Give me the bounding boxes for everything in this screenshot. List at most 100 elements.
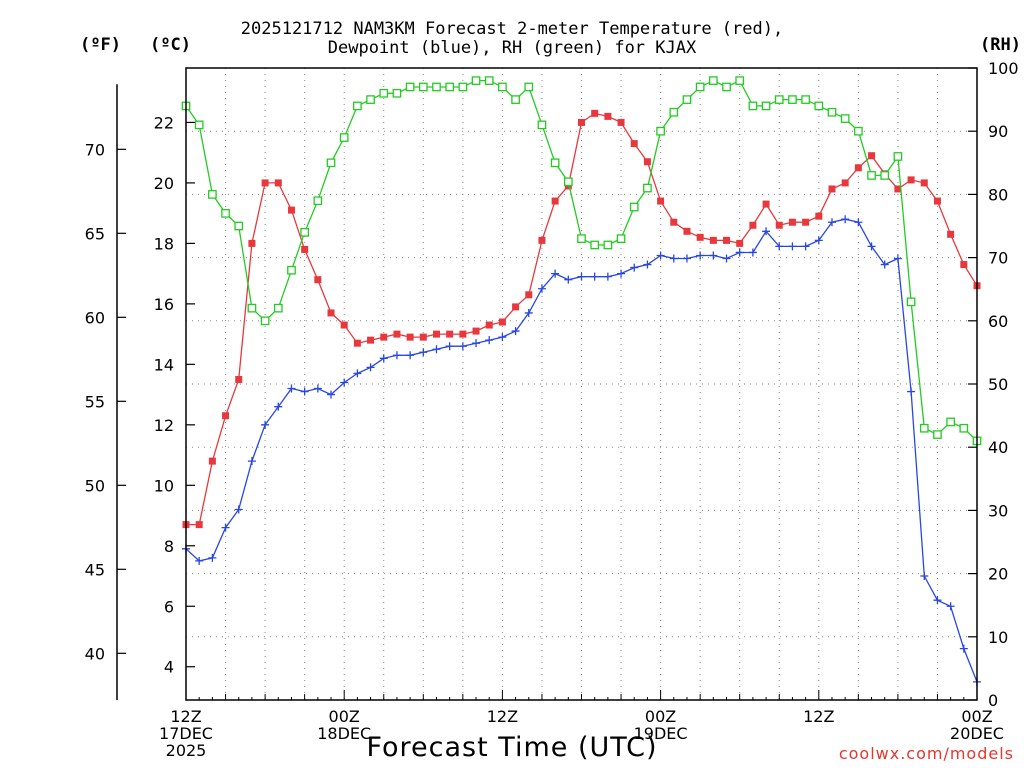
dewpoint-point [841,215,850,224]
dewpoint-point [775,242,784,251]
rh-point [260,316,270,326]
rh-point [511,95,520,104]
rh-point [287,265,296,275]
celsius-tick-label: 18 [154,234,174,253]
fahrenheit-tick-label: 60 [85,308,105,327]
dewpoint-point [564,275,573,284]
rh-point [273,303,283,313]
rh-point [946,417,955,427]
x-axis-title: Forecast Time (UTC) [366,732,658,763]
rh-point [735,76,745,85]
2-meter-temperature-point [578,118,585,126]
rh-point [524,82,534,92]
dewpoint-point [327,390,336,399]
dewpoint-point [300,387,309,396]
2-meter-temperature-point [854,164,862,172]
dewpoint-point [959,644,968,653]
dewpoint-point [340,378,349,387]
rh-point [366,95,375,104]
celsius-unit-label: (ºC) [150,35,191,55]
time-tick-label: 00Z [961,707,992,726]
rh-tick-label: 100 [988,59,1019,78]
2-meter-temperature-point [525,291,533,299]
fahrenheit-tick-label: 40 [85,644,105,663]
2-meter-temperature-point [498,318,506,326]
dewpoint-point [854,218,863,227]
rh-point [563,177,573,187]
2-meter-temperature-point [828,185,836,193]
dewpoint-point [551,269,560,278]
dewpoint-point [524,308,533,317]
fahrenheit-tick-label: 50 [85,476,105,495]
rh-point [418,82,428,92]
fahrenheit-tick-label: 65 [85,224,105,243]
dewpoint-point [261,420,270,429]
2-meter-temperature-point [419,333,427,341]
source-credit: coolwx.com/models [838,744,1014,763]
rh-point [590,240,600,250]
time-tick-label: 12Z [170,707,201,726]
dewpoint-point [208,553,217,562]
dewpoint-point [762,227,771,236]
time-tick-label: 20DEC [950,724,1004,743]
dewpoint-point [617,269,626,278]
rh-point [933,430,942,439]
rh-point [458,82,468,92]
dewpoint-point [247,457,256,466]
dewpoint-point [696,251,705,260]
2-meter-temperature-point [340,321,348,329]
rh-tick-label: 20 [988,565,1008,584]
2-meter-temperature-point [393,330,401,338]
2-meter-temperature-point [551,197,559,205]
2-meter-temperature-point [683,227,691,235]
rh-point [405,82,415,92]
2-meter-temperature-point [591,109,599,117]
2-meter-temperature-point [446,330,454,338]
dewpoint-point [590,272,599,281]
rh-point [643,183,652,193]
rh-point [880,171,890,180]
dewpoint-line [185,218,978,683]
2-meter-temperature-point [933,197,941,205]
rh-point [247,303,257,313]
2-meter-temperature-point [947,230,955,238]
rh-point [827,107,837,117]
rh-tick-label: 50 [988,375,1008,394]
2-meter-temperature-point [907,176,915,184]
rh-point [445,82,455,92]
2-meter-temperature-point [749,221,757,229]
dewpoint-point [445,342,454,351]
rh-point [484,76,494,85]
2-meter-temperature-point [327,309,335,317]
celsius-tick-label: 10 [154,476,174,495]
dewpoint-point [827,218,836,227]
2-meter-temperature-point [670,218,678,226]
rh-point [221,209,230,218]
dewpoint-point [274,402,283,411]
rh-point [339,133,349,142]
dewpoint-point [814,236,823,245]
celsius-tick-label: 6 [164,597,174,616]
rh-point [392,88,402,98]
rh-point [748,101,758,111]
rh-point [669,107,679,117]
2-meter-temperature-point [802,218,810,226]
2-meter-temperature-point [380,333,388,341]
dewpoint-point [656,251,665,260]
2-meter-temperature-point [287,206,295,214]
time-tick-label: 12Z [487,707,518,726]
dewpoint-point [907,387,916,396]
rh-point [603,240,613,250]
2-meter-temperature-line [186,112,978,526]
dewpoint-point [603,272,612,281]
rh-point [708,76,718,85]
dewpoint-point [313,384,322,393]
chart-title-line-2: Dewpoint (blue), RH (green) for KJAX [327,38,697,58]
time-tick-label: 12Z [803,707,834,726]
2-meter-temperature-point [775,221,783,229]
2-meter-temperature-point [736,239,744,247]
2-meter-temperature-point [920,179,928,187]
dewpoint-point [880,260,889,269]
2-meter-temperature-point [604,112,612,120]
rh-tick-label: 70 [988,249,1008,268]
